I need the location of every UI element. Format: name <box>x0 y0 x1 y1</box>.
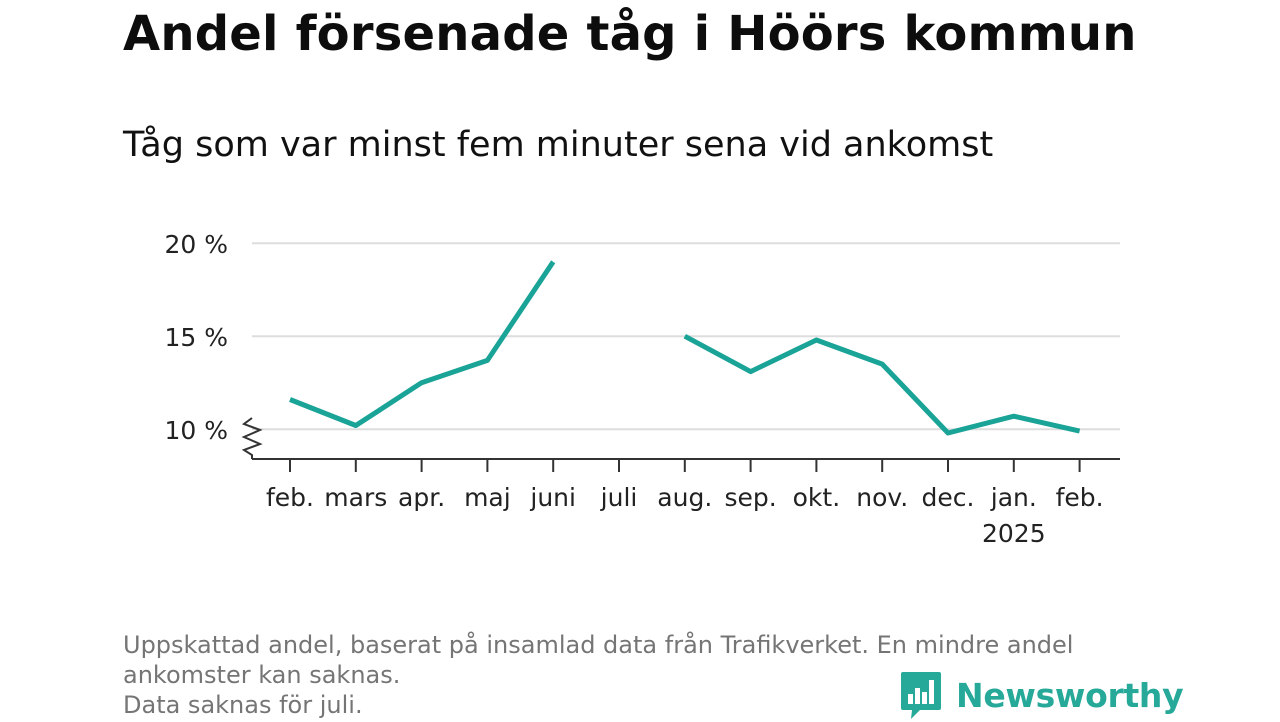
series-line <box>683 333 1081 436</box>
chart-title: Andel försenade tåg i Höörs kommun <box>123 6 1137 62</box>
x-tick-label: apr. <box>398 483 445 512</box>
line-chart: 10 % 15 % 20 % feb. mars apr. maj juni juli aug.… <box>164 230 1120 548</box>
footnote-line: Data saknas för juli. <box>123 691 363 719</box>
x-tick-label: dec. <box>922 483 975 512</box>
x-tick-label: nov. <box>856 483 908 512</box>
x-tick-label: jan. <box>990 483 1037 512</box>
x-tick-label: feb. <box>1056 483 1104 512</box>
x-axis <box>241 417 1120 460</box>
x-axis-ticks: feb. mars apr. maj juni juli aug. sep. okt. nov. d… <box>266 459 1104 548</box>
y-tick-label: 20 % <box>164 230 228 259</box>
x-tick-label: mars <box>324 483 387 512</box>
x-tick-sublabel: 2025 <box>982 519 1046 548</box>
y-tick-label: 15 % <box>164 323 228 352</box>
x-tick-label: okt. <box>793 483 841 512</box>
x-tick-label: sep. <box>724 483 776 512</box>
data-series <box>289 260 1081 436</box>
series-line <box>289 260 556 428</box>
y-tick-label: 10 % <box>164 416 228 445</box>
chart-subtitle: Tåg som var minst fem minuter sena vid a… <box>123 125 994 165</box>
chart-footnotes: Uppskattad andel, baserat på insamlad da… <box>123 630 1163 720</box>
footnote-line: Uppskattad andel, baserat på insamlad da… <box>123 631 1074 659</box>
footnote-line: ankomster kan saknas. <box>123 661 401 689</box>
bar-chart-speech-bubble-icon <box>901 672 941 719</box>
x-tick-label: maj <box>464 483 511 512</box>
axis-break-icon <box>241 417 263 459</box>
x-tick-label: juni <box>529 483 576 512</box>
brand-logo: Newsworthy <box>900 668 1184 722</box>
brand-name: Newsworthy <box>956 675 1184 715</box>
x-tick-label: feb. <box>266 483 314 512</box>
x-tick-label: juli <box>600 483 638 512</box>
x-tick-label: aug. <box>657 483 712 512</box>
y-axis-ticks: 10 % 15 % 20 % <box>164 230 228 445</box>
